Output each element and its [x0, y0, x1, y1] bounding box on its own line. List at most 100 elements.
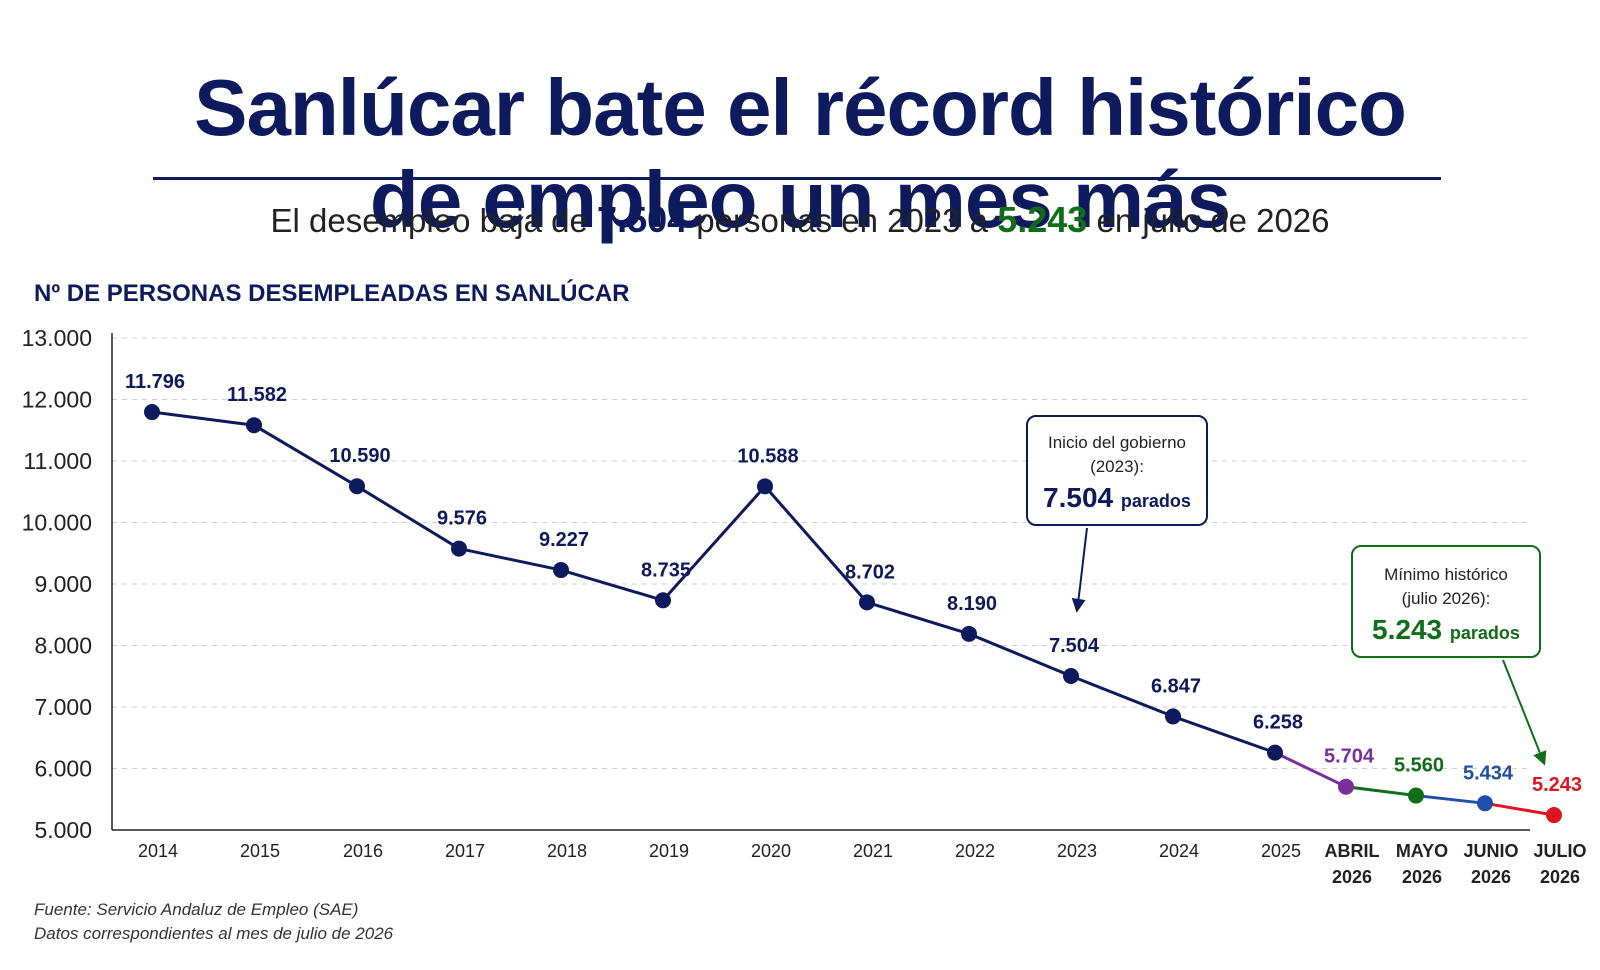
series-segment — [763, 485, 869, 604]
x-tick-label: 2023 — [1057, 841, 1097, 861]
data-point — [1165, 708, 1181, 725]
y-tick-label: 10.000 — [22, 510, 92, 536]
x-tick-label: 2020 — [751, 841, 791, 861]
subtitle-text-1: El desempleo baja de — [270, 202, 598, 239]
data-label: 10.590 — [329, 445, 390, 467]
data-label: 5.243 — [1532, 774, 1582, 796]
data-label: 8.702 — [845, 561, 895, 583]
series-segment — [661, 485, 767, 602]
source-line-1: Fuente: Servicio Andaluz de Empleo (SAE) — [34, 900, 359, 919]
series-segment — [1415, 794, 1486, 805]
data-label: 6.258 — [1253, 712, 1303, 734]
x-tick-label: 2026 — [1540, 867, 1580, 887]
data-point — [757, 478, 773, 495]
x-tick-label: 2025 — [1261, 841, 1301, 861]
data-point — [655, 592, 671, 609]
subtitle-value-2023: 7.504 — [597, 199, 688, 240]
series-segment — [1274, 751, 1347, 789]
x-tick-label: 2016 — [343, 841, 383, 861]
data-point — [553, 562, 569, 579]
data-label: 6.847 — [1151, 675, 1201, 697]
y-tick-label: 6.000 — [34, 756, 92, 782]
callout-min-value: 5.243 — [1372, 614, 1443, 645]
series-segment — [151, 410, 255, 427]
data-point — [961, 625, 977, 642]
x-tick-label: JULIO — [1533, 841, 1586, 861]
data-label: 10.588 — [737, 445, 798, 467]
data-point — [451, 540, 467, 557]
data-label: 7.504 — [1049, 635, 1100, 657]
data-point — [1338, 778, 1354, 795]
series-segment — [458, 547, 562, 572]
data-label: 5.560 — [1394, 755, 1444, 777]
series-segment — [1484, 801, 1555, 817]
x-tick-label: MAYO — [1396, 841, 1448, 861]
y-tick-label: 12.000 — [22, 387, 92, 413]
callout-min-line-2: (julio 2026): — [1401, 589, 1491, 608]
callout-min-unit: parados — [1449, 623, 1520, 643]
data-label: 8.735 — [641, 559, 691, 581]
subtitle-text-2: personas en 2023 a — [687, 202, 998, 239]
callout-gov-line-2: (2023): — [1090, 457, 1144, 476]
y-tick-label: 9.000 — [34, 571, 92, 597]
y-tick-label: 11.000 — [23, 448, 92, 474]
data-point — [1546, 807, 1562, 824]
series-segment — [1172, 714, 1276, 755]
data-point — [859, 594, 875, 611]
annotation-arrow-2023 — [1071, 527, 1088, 613]
data-point — [1477, 795, 1493, 812]
data-point — [349, 478, 365, 495]
x-tick-label: 2022 — [955, 841, 995, 861]
annotation-arrow-july-2026 — [1502, 659, 1547, 766]
x-tick-label: 2014 — [138, 841, 178, 861]
subtitle: El desempleo baja de 7.504 personas en 2… — [0, 196, 1600, 245]
source-line-2: Datos correspondientes al mes de julio d… — [34, 924, 394, 943]
x-tick-label: 2021 — [853, 841, 893, 861]
data-point — [1267, 744, 1283, 761]
x-tick-label: 2026 — [1402, 867, 1442, 887]
data-label: 5.704 — [1324, 746, 1375, 768]
series-segment — [560, 568, 664, 602]
subtitle-text-3: en julio de 2026 — [1087, 202, 1330, 239]
series-segment — [968, 632, 1072, 678]
callout-gov-value: 7.504 — [1043, 482, 1114, 513]
data-label: 9.227 — [539, 529, 589, 551]
series-segment — [866, 600, 970, 636]
x-tick-label: 2024 — [1159, 841, 1199, 861]
callout-min-line-1: Mínimo histórico — [1384, 565, 1508, 584]
y-tick-label: 5.000 — [34, 817, 92, 843]
series-segment — [1070, 674, 1174, 718]
callout-gov-line-1: Inicio del gobierno — [1048, 433, 1186, 452]
data-label: 11.796 — [125, 371, 185, 393]
x-tick-label: JUNIO — [1463, 841, 1518, 861]
data-point — [246, 417, 262, 434]
title-line-2: de empleo un mes más — [369, 154, 1231, 244]
y-tick-label: 8.000 — [34, 633, 92, 659]
series-segment — [356, 484, 460, 550]
data-point — [1063, 668, 1079, 685]
data-label: 9.576 — [437, 508, 487, 530]
subtitle-value-2026: 5.243 — [997, 199, 1088, 240]
callout-government-start: Inicio del gobierno (2023): 7.504 parado… — [1026, 415, 1208, 526]
title-line-1: Sanlúcar bate el récord histórico — [194, 62, 1407, 152]
source-note: Fuente: Servicio Andaluz de Empleo (SAE)… — [34, 898, 393, 946]
x-tick-label: ABRIL — [1325, 841, 1380, 861]
data-label: 8.190 — [947, 593, 997, 615]
y-tick-label: 7.000 — [34, 694, 92, 720]
data-point — [1408, 787, 1424, 804]
data-point — [144, 404, 160, 421]
x-tick-label: 2017 — [445, 841, 485, 861]
title-divider — [153, 177, 1441, 180]
y-tick-label: 13.000 — [22, 325, 92, 351]
x-tick-label: 2026 — [1332, 867, 1372, 887]
callout-historic-minimum: Mínimo histórico (julio 2026): 5.243 par… — [1351, 545, 1541, 658]
x-tick-label: 2015 — [240, 841, 280, 861]
x-tick-label: 2026 — [1471, 867, 1511, 887]
data-label: 11.582 — [227, 384, 287, 406]
page-title: Sanlúcar bate el récord histórico de emp… — [0, 62, 1600, 246]
x-tick-label: 2018 — [547, 841, 587, 861]
data-label: 5.434 — [1463, 762, 1514, 784]
series-segment — [253, 423, 358, 488]
chart-label: Nº DE PERSONAS DESEMPLEADAS EN SANLÚCAR — [34, 280, 630, 307]
